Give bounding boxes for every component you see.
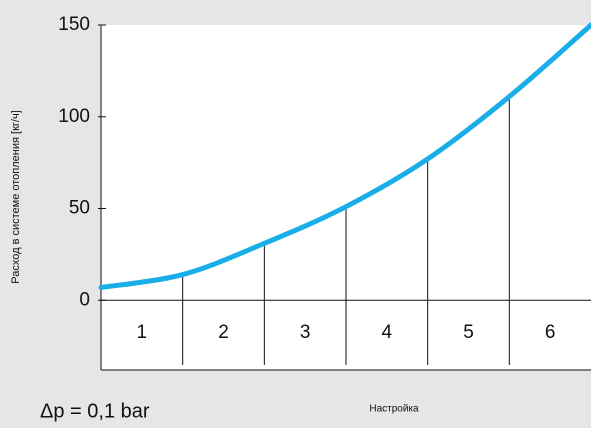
category-label: 6 bbox=[545, 322, 556, 343]
x-axis-label: Настройка bbox=[369, 404, 419, 415]
annotation: Δp = 0,1 bar bbox=[40, 400, 150, 422]
y-tick-label: 100 bbox=[58, 106, 90, 127]
category-label: 4 bbox=[382, 322, 393, 343]
y-tick-label: 0 bbox=[79, 289, 90, 310]
y-tick-label: 150 bbox=[58, 14, 90, 35]
category-label: 5 bbox=[463, 322, 474, 343]
category-label: 2 bbox=[218, 322, 229, 343]
category-label: 3 bbox=[300, 322, 311, 343]
flow-curve bbox=[98, 22, 591, 290]
category-label: 1 bbox=[137, 322, 148, 343]
y-axis-label: Расход в системе отопления [кг/ч] bbox=[10, 110, 22, 284]
y-tick-label: 50 bbox=[69, 198, 90, 219]
